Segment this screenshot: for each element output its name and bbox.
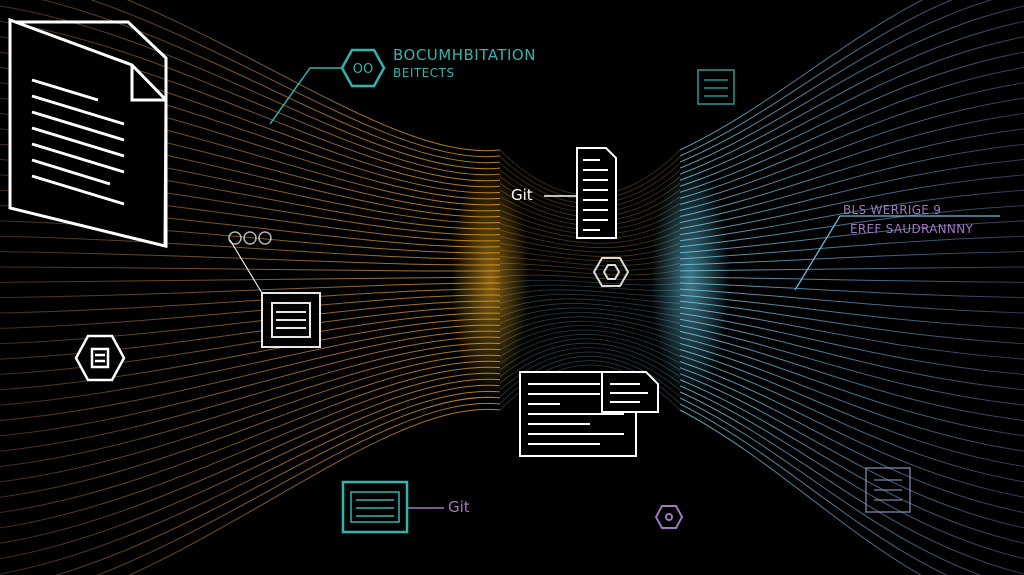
flow-line bbox=[679, 288, 1024, 314]
flow-line bbox=[0, 306, 501, 360]
flow-line bbox=[96, 402, 501, 575]
chip-icon bbox=[229, 239, 321, 348]
flow-line bbox=[679, 349, 1024, 468]
flow-line bbox=[679, 312, 1024, 375]
flow-line bbox=[499, 347, 681, 384]
flow-line bbox=[0, 354, 501, 483]
flow-line bbox=[0, 378, 501, 544]
flow-line bbox=[679, 276, 1024, 283]
flow-line bbox=[679, 66, 1024, 193]
document-icon bbox=[576, 147, 617, 239]
file-icon bbox=[865, 467, 911, 513]
flow-line bbox=[0, 372, 501, 529]
flow-line bbox=[679, 367, 1024, 514]
flow-line bbox=[679, 0, 924, 151]
flow-line bbox=[0, 390, 501, 575]
hexagon-icon bbox=[592, 257, 630, 287]
flow-line bbox=[679, 385, 1024, 560]
flow-line bbox=[679, 20, 1024, 175]
flow-line bbox=[679, 379, 1024, 544]
flow-line bbox=[679, 251, 1024, 266]
flow-line bbox=[679, 343, 1024, 452]
flow-line bbox=[679, 5, 1024, 169]
flow-line bbox=[499, 338, 681, 371]
flow-line bbox=[679, 97, 1024, 205]
flow-line bbox=[499, 342, 681, 377]
flow-line bbox=[679, 0, 993, 163]
flow-line bbox=[0, 324, 501, 406]
right-glow bbox=[650, 160, 730, 400]
flow-line bbox=[0, 342, 501, 452]
hexagon-icon bbox=[74, 334, 126, 382]
flow-line bbox=[41, 0, 501, 164]
right-line-fan bbox=[679, 0, 1024, 575]
flow-line bbox=[0, 330, 501, 421]
flow-line bbox=[679, 391, 1024, 575]
flow-line bbox=[0, 360, 501, 498]
right-label: BLS WERRIGE 9 bbox=[843, 203, 942, 217]
title-label: BOCUMHBITATION bbox=[393, 46, 536, 64]
flow-line bbox=[499, 325, 681, 351]
flow-line bbox=[0, 276, 501, 283]
flow-line bbox=[55, 396, 501, 575]
flow-line bbox=[679, 266, 1024, 272]
right-label: EREF SAUDRANNNY bbox=[850, 222, 974, 236]
flow-line bbox=[679, 143, 1024, 224]
flow-line bbox=[679, 82, 1024, 199]
flow-line bbox=[679, 397, 982, 575]
flow-line bbox=[679, 355, 1024, 483]
label-connector bbox=[794, 215, 1000, 291]
flow-line bbox=[679, 361, 1024, 498]
file-icon bbox=[697, 69, 735, 105]
flow-line bbox=[679, 324, 1024, 406]
flow-line bbox=[679, 51, 1024, 187]
flow-line bbox=[0, 348, 501, 468]
flow-line bbox=[679, 294, 1024, 329]
flow-line bbox=[0, 384, 501, 560]
flow-line bbox=[679, 403, 948, 575]
flow-line bbox=[0, 20, 501, 176]
flow-line bbox=[0, 266, 501, 272]
flow-line bbox=[90, 0, 501, 158]
flow-line bbox=[679, 0, 953, 157]
flow-line bbox=[128, 408, 501, 575]
flow-line bbox=[679, 159, 1024, 230]
flow-line bbox=[679, 36, 1024, 181]
flow-line bbox=[0, 5, 501, 170]
monitor-icon bbox=[341, 480, 409, 534]
chip-icon bbox=[228, 231, 272, 245]
flow-line bbox=[0, 300, 501, 345]
flow-line bbox=[0, 366, 501, 514]
flow-line bbox=[0, 288, 501, 314]
flow-line bbox=[0, 282, 501, 299]
flow-line bbox=[679, 373, 1024, 529]
document-icon bbox=[8, 17, 168, 248]
hexagon-icon bbox=[654, 505, 684, 529]
flow-line bbox=[126, 0, 501, 152]
flow-line bbox=[0, 251, 501, 266]
flow-line bbox=[679, 409, 922, 575]
document-icon bbox=[519, 371, 659, 457]
flow-line bbox=[679, 306, 1024, 360]
flow-line bbox=[679, 112, 1024, 211]
flow-line bbox=[679, 336, 1024, 437]
git-label: Git bbox=[511, 186, 533, 204]
flow-line bbox=[0, 235, 501, 260]
svg-text:OO: OO bbox=[353, 62, 373, 77]
hexagon-icon: OO bbox=[269, 48, 386, 125]
subtitle-label: BEITECTS bbox=[393, 66, 455, 80]
flow-line bbox=[679, 282, 1024, 299]
left-glow bbox=[450, 160, 530, 400]
flow-line bbox=[679, 128, 1024, 218]
flow-line bbox=[0, 336, 501, 437]
git-label: Git bbox=[448, 498, 470, 516]
flow-line bbox=[679, 330, 1024, 421]
